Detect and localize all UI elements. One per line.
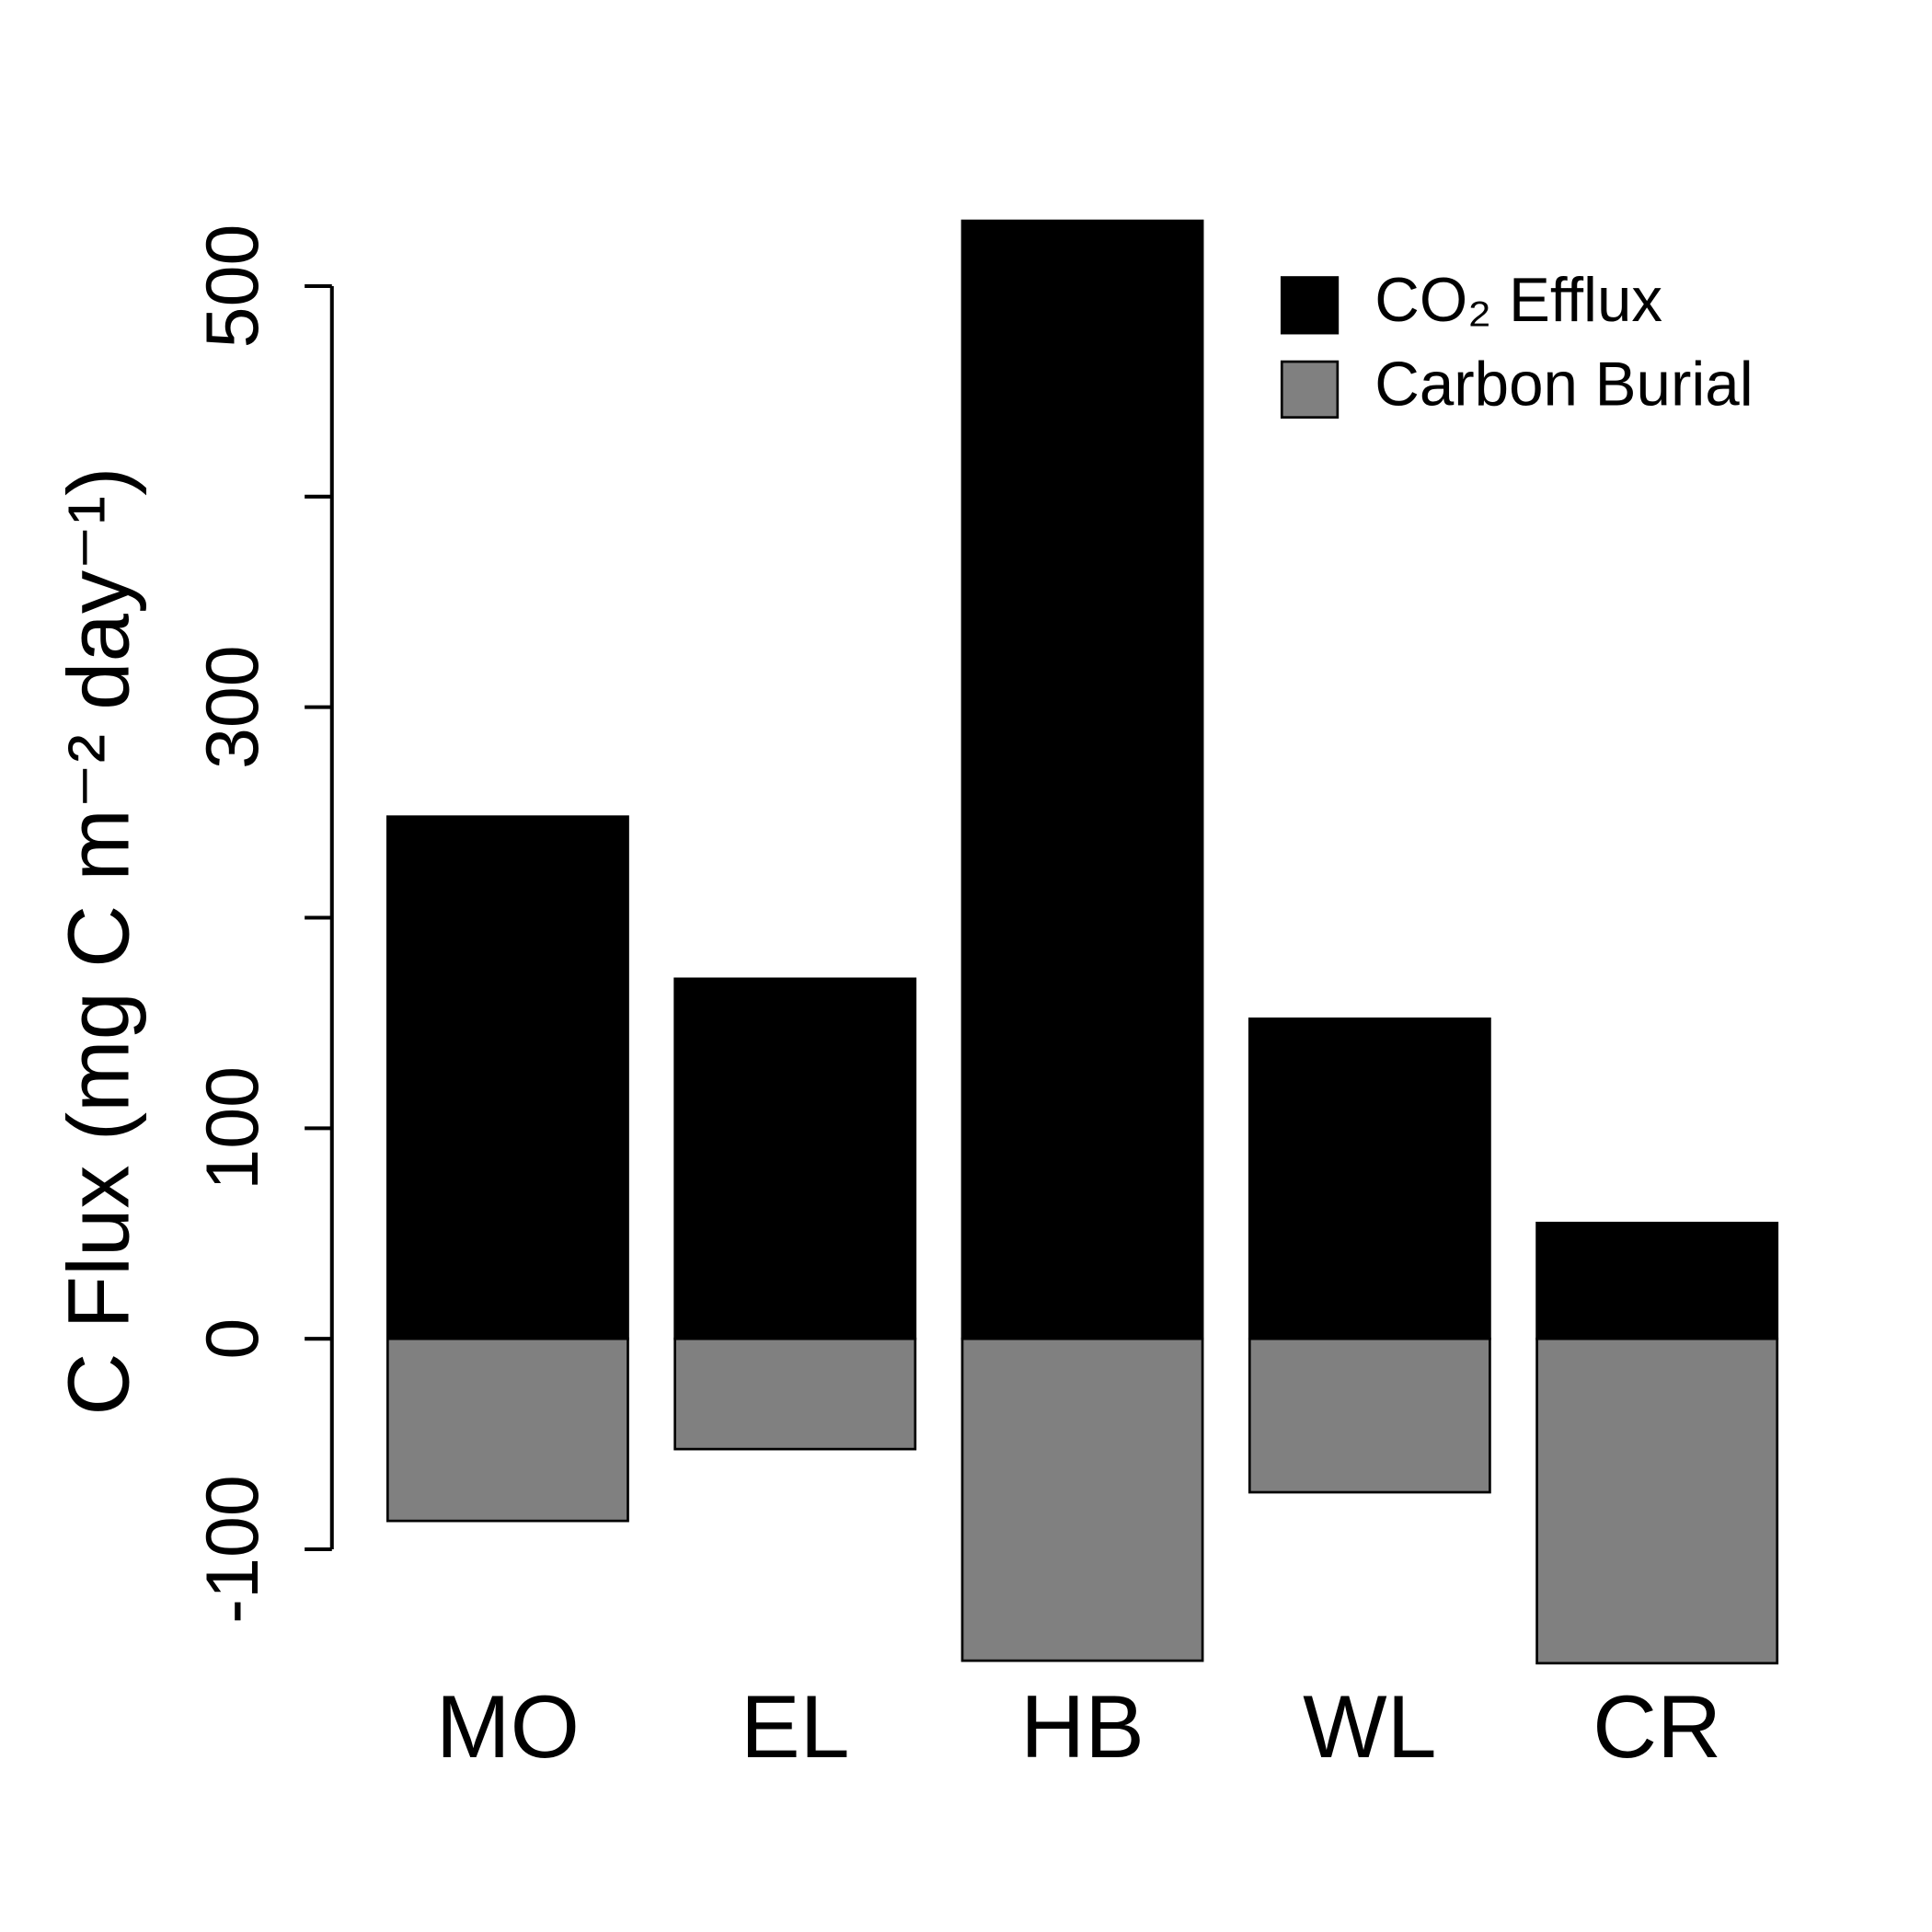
legend-label: Carbon Burial [1374, 350, 1753, 419]
bar [673, 1337, 917, 1451]
y-tick-label: -100 [191, 1475, 274, 1624]
bar [386, 815, 629, 1340]
legend-label: CO₂ Efflux [1374, 266, 1662, 335]
x-tick-label: CR [1593, 1676, 1721, 1777]
y-tick-label: 300 [191, 645, 274, 769]
y-tick-label: 0 [191, 1318, 274, 1360]
bar [960, 219, 1204, 1340]
bar [1248, 1017, 1491, 1340]
legend-swatch [1280, 360, 1340, 419]
x-tick-label: MO [436, 1676, 580, 1777]
x-tick-label: EL [741, 1676, 850, 1777]
bar [1535, 1337, 1779, 1665]
x-tick-label: HB [1020, 1676, 1144, 1777]
y-axis-label: C Flux (mg C m⁻² day⁻¹) [50, 466, 146, 1415]
bar [1535, 1221, 1779, 1340]
bar [673, 977, 917, 1340]
x-tick-label: WL [1303, 1676, 1436, 1777]
bar [1248, 1337, 1491, 1494]
bar [960, 1337, 1204, 1662]
y-tick-label: 100 [191, 1066, 274, 1190]
legend-swatch [1280, 276, 1340, 335]
bar [386, 1337, 629, 1523]
y-tick-label: 500 [191, 224, 274, 349]
